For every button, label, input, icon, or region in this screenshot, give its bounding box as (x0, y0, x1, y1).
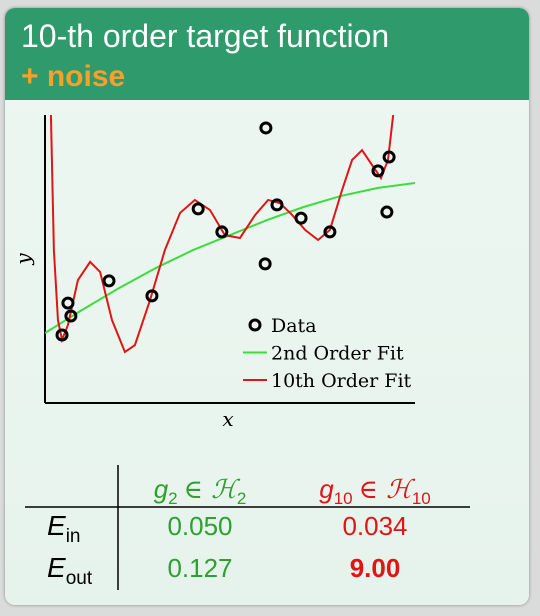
y-label: y (11, 253, 35, 266)
table-cell: 0.127 (167, 553, 232, 583)
data-point (323, 225, 337, 239)
header: 10-th order target function + noise (5, 8, 529, 100)
subscript: in (66, 526, 81, 547)
subscript: 2 (168, 489, 177, 508)
data-point (102, 274, 116, 288)
data-point (258, 257, 272, 271)
subscript: 2 (237, 489, 246, 508)
symbol: E (47, 510, 66, 541)
symbol: E (47, 552, 66, 583)
x-label: x (222, 407, 233, 431)
subscript: 10 (334, 489, 353, 508)
data-point (145, 289, 159, 303)
subtitle: + noise (21, 60, 126, 93)
slide: 10-th order target function + noise (5, 8, 529, 605)
legend-label: 10th Order Fit (271, 370, 412, 392)
symbol: g (154, 474, 169, 504)
column-header: g2 ∈ ℋ2 (154, 474, 247, 508)
row-header: Eout (47, 552, 93, 589)
plot-area (45, 115, 415, 354)
title: 10-th order target function (21, 18, 390, 54)
fit-line (49, 115, 395, 354)
data-point (294, 211, 308, 225)
data-point (55, 328, 69, 342)
data-point (259, 121, 273, 135)
fit-line (45, 181, 415, 334)
data-point (215, 225, 229, 239)
column-header: g10 ∈ ℋ10 (319, 474, 431, 508)
table-cell: 0.034 (342, 511, 407, 541)
data-point (61, 296, 75, 310)
legend-marker (248, 318, 262, 332)
data-point (191, 202, 205, 216)
data-point (64, 309, 78, 323)
row-header: Ein (47, 510, 80, 547)
subscript: out (66, 568, 93, 589)
legend-label: 2nd Order Fit (271, 343, 404, 365)
data-point (380, 205, 394, 219)
subscript: 10 (412, 489, 431, 508)
set: ∈ ℋ (359, 475, 417, 505)
data-point (371, 164, 385, 178)
table-cell: 0.050 (167, 511, 232, 541)
data-point (382, 150, 396, 164)
legend-label: Data (271, 315, 317, 337)
data-point (270, 198, 284, 212)
set: ∈ ℋ (184, 475, 242, 505)
table-cell: 9.00 (350, 553, 401, 583)
symbol: g (319, 474, 334, 504)
